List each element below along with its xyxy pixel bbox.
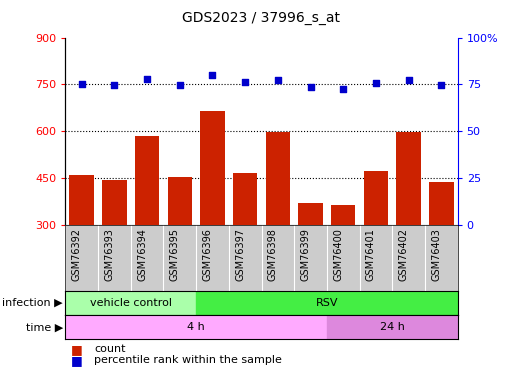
Text: infection ▶: infection ▶: [2, 298, 63, 308]
Text: GDS2023 / 37996_s_at: GDS2023 / 37996_s_at: [183, 11, 340, 25]
Text: GSM76400: GSM76400: [333, 228, 343, 281]
Point: [110, 82, 119, 88]
Point: [241, 79, 249, 85]
Text: 24 h: 24 h: [380, 322, 405, 332]
Bar: [200, 111, 225, 225]
Point: [437, 82, 446, 88]
Text: GSM76403: GSM76403: [431, 228, 441, 281]
Point: [404, 77, 413, 83]
Bar: [233, 173, 257, 225]
Bar: [363, 171, 388, 225]
Text: GSM76398: GSM76398: [268, 228, 278, 281]
Text: GSM76401: GSM76401: [366, 228, 376, 281]
Text: GSM76393: GSM76393: [105, 228, 115, 281]
Bar: [167, 177, 192, 225]
Bar: [135, 136, 160, 225]
Point: [208, 72, 217, 78]
Text: GSM76399: GSM76399: [301, 228, 311, 281]
Point: [143, 76, 151, 82]
Text: GSM76397: GSM76397: [235, 228, 245, 281]
Text: vehicle control: vehicle control: [90, 298, 172, 308]
Text: percentile rank within the sample: percentile rank within the sample: [94, 356, 282, 366]
Text: count: count: [94, 344, 126, 354]
Text: ■: ■: [71, 343, 82, 356]
Text: RSV: RSV: [315, 298, 338, 308]
Point: [306, 84, 315, 90]
Text: GSM76396: GSM76396: [202, 228, 212, 281]
Text: GSM76402: GSM76402: [399, 228, 408, 281]
Text: GSM76392: GSM76392: [72, 228, 82, 281]
Point: [339, 86, 347, 92]
Bar: [102, 180, 127, 225]
Bar: [429, 182, 453, 225]
Text: GSM76395: GSM76395: [170, 228, 180, 281]
Point: [176, 82, 184, 88]
Bar: [331, 205, 356, 225]
Text: GSM76394: GSM76394: [137, 228, 147, 281]
Text: time ▶: time ▶: [26, 322, 63, 332]
Point: [372, 80, 380, 86]
Bar: [266, 132, 290, 225]
Bar: [70, 175, 94, 225]
Bar: [396, 132, 421, 225]
Text: 4 h: 4 h: [187, 322, 205, 332]
Point: [274, 77, 282, 83]
Bar: [298, 203, 323, 225]
Point: [77, 81, 86, 87]
Text: ■: ■: [71, 354, 82, 367]
